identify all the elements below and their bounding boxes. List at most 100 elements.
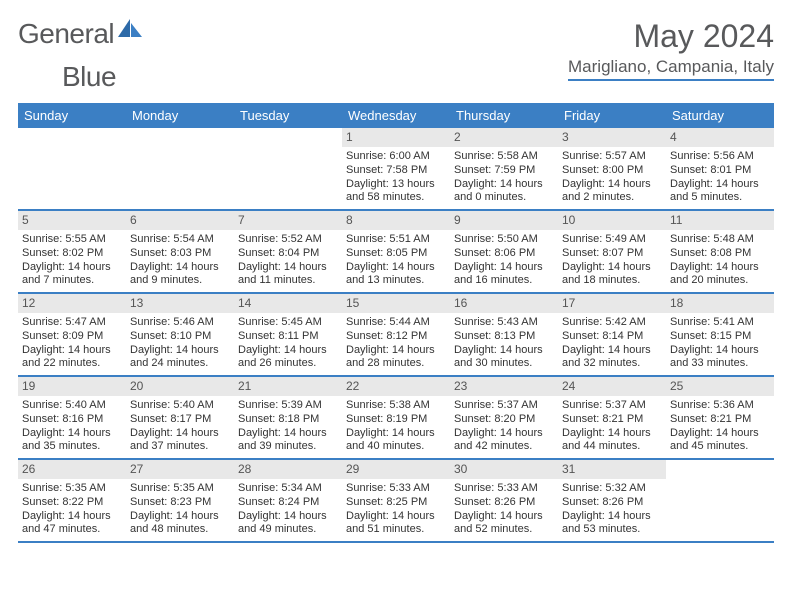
sunset-text: Sunset: 8:09 PM: [22, 330, 122, 344]
daylight-text: Daylight: 14 hours and 45 minutes.: [670, 427, 770, 455]
day-number: 4: [666, 128, 774, 147]
day-number: 2: [450, 128, 558, 147]
logo-text-2: Blue: [62, 61, 116, 92]
day-number: 15: [342, 294, 450, 313]
day-cell: 8Sunrise: 5:51 AMSunset: 8:05 PMDaylight…: [342, 211, 450, 292]
sunrise-text: Sunrise: 5:49 AM: [562, 233, 662, 247]
sunset-text: Sunset: 8:10 PM: [130, 330, 230, 344]
daylight-text: Daylight: 14 hours and 7 minutes.: [22, 261, 122, 289]
sunrise-text: Sunrise: 5:36 AM: [670, 399, 770, 413]
day-cell: 13Sunrise: 5:46 AMSunset: 8:10 PMDayligh…: [126, 294, 234, 375]
day-number: 26: [18, 460, 126, 479]
weeks-container: 1Sunrise: 6:00 AMSunset: 7:58 PMDaylight…: [18, 128, 774, 543]
day-cell: 5Sunrise: 5:55 AMSunset: 8:02 PMDaylight…: [18, 211, 126, 292]
day-cell: 6Sunrise: 5:54 AMSunset: 8:03 PMDaylight…: [126, 211, 234, 292]
daylight-text: Daylight: 14 hours and 18 minutes.: [562, 261, 662, 289]
sunrise-text: Sunrise: 5:58 AM: [454, 150, 554, 164]
sunrise-text: Sunrise: 5:41 AM: [670, 316, 770, 330]
sunrise-text: Sunrise: 5:55 AM: [22, 233, 122, 247]
logo: General: [18, 18, 146, 50]
sunset-text: Sunset: 8:04 PM: [238, 247, 338, 261]
day-number: 20: [126, 377, 234, 396]
sunset-text: Sunset: 8:15 PM: [670, 330, 770, 344]
sunset-text: Sunset: 8:24 PM: [238, 496, 338, 510]
day-number: 27: [126, 460, 234, 479]
day-number: 21: [234, 377, 342, 396]
sunset-text: Sunset: 8:07 PM: [562, 247, 662, 261]
day-number: 19: [18, 377, 126, 396]
daylight-text: Daylight: 14 hours and 53 minutes.: [562, 510, 662, 538]
day-number: 12: [18, 294, 126, 313]
month-title: May 2024: [568, 18, 774, 55]
day-number: 29: [342, 460, 450, 479]
sunrise-text: Sunrise: 5:52 AM: [238, 233, 338, 247]
day-cell: 16Sunrise: 5:43 AMSunset: 8:13 PMDayligh…: [450, 294, 558, 375]
day-cell: 23Sunrise: 5:37 AMSunset: 8:20 PMDayligh…: [450, 377, 558, 458]
day-number: 13: [126, 294, 234, 313]
sunrise-text: Sunrise: 5:39 AM: [238, 399, 338, 413]
day-cell: 14Sunrise: 5:45 AMSunset: 8:11 PMDayligh…: [234, 294, 342, 375]
sunset-text: Sunset: 8:11 PM: [238, 330, 338, 344]
sunrise-text: Sunrise: 5:51 AM: [346, 233, 446, 247]
dow-row: SundayMondayTuesdayWednesdayThursdayFrid…: [18, 103, 774, 128]
day-number: 3: [558, 128, 666, 147]
day-cell: 17Sunrise: 5:42 AMSunset: 8:14 PMDayligh…: [558, 294, 666, 375]
sunrise-text: Sunrise: 5:50 AM: [454, 233, 554, 247]
daylight-text: Daylight: 14 hours and 51 minutes.: [346, 510, 446, 538]
daylight-text: Daylight: 14 hours and 13 minutes.: [346, 261, 446, 289]
sunrise-text: Sunrise: 5:54 AM: [130, 233, 230, 247]
day-number: 8: [342, 211, 450, 230]
daylight-text: Daylight: 14 hours and 5 minutes.: [670, 178, 770, 206]
sunrise-text: Sunrise: 5:33 AM: [346, 482, 446, 496]
daylight-text: Daylight: 14 hours and 16 minutes.: [454, 261, 554, 289]
week-row: 12Sunrise: 5:47 AMSunset: 8:09 PMDayligh…: [18, 294, 774, 377]
logo-text-1: General: [18, 18, 114, 50]
dow-cell: Saturday: [666, 103, 774, 128]
day-number: 23: [450, 377, 558, 396]
daylight-text: Daylight: 14 hours and 26 minutes.: [238, 344, 338, 372]
sunset-text: Sunset: 8:19 PM: [346, 413, 446, 427]
daylight-text: Daylight: 14 hours and 28 minutes.: [346, 344, 446, 372]
day-cell: 1Sunrise: 6:00 AMSunset: 7:58 PMDaylight…: [342, 128, 450, 209]
day-number: 11: [666, 211, 774, 230]
week-row: 5Sunrise: 5:55 AMSunset: 8:02 PMDaylight…: [18, 211, 774, 294]
sunrise-text: Sunrise: 5:37 AM: [562, 399, 662, 413]
dow-cell: Wednesday: [342, 103, 450, 128]
sunset-text: Sunset: 8:25 PM: [346, 496, 446, 510]
sunset-text: Sunset: 8:14 PM: [562, 330, 662, 344]
day-number: 6: [126, 211, 234, 230]
sunrise-text: Sunrise: 5:44 AM: [346, 316, 446, 330]
day-cell: 21Sunrise: 5:39 AMSunset: 8:18 PMDayligh…: [234, 377, 342, 458]
sunset-text: Sunset: 8:26 PM: [562, 496, 662, 510]
week-row: 1Sunrise: 6:00 AMSunset: 7:58 PMDaylight…: [18, 128, 774, 211]
day-cell: 26Sunrise: 5:35 AMSunset: 8:22 PMDayligh…: [18, 460, 126, 541]
week-row: 26Sunrise: 5:35 AMSunset: 8:22 PMDayligh…: [18, 460, 774, 543]
sunrise-text: Sunrise: 5:57 AM: [562, 150, 662, 164]
sunrise-text: Sunrise: 5:37 AM: [454, 399, 554, 413]
day-number: 18: [666, 294, 774, 313]
day-cell: 29 Sunrise: 5:33 AMSunset: 8:25 PMDayligh…: [342, 460, 450, 541]
day-cell: [18, 128, 126, 209]
dow-cell: Friday: [558, 103, 666, 128]
daylight-text: Daylight: 14 hours and 0 minutes.: [454, 178, 554, 206]
day-cell: 31Sunrise: 5:32 AMSunset: 8:26 PMDayligh…: [558, 460, 666, 541]
sunrise-text: Sunrise: 5:34 AM: [238, 482, 338, 496]
daylight-text: Daylight: 14 hours and 22 minutes.: [22, 344, 122, 372]
day-number: 1: [342, 128, 450, 147]
day-cell: 30Sunrise: 5:33 AMSunset: 8:26 PMDayligh…: [450, 460, 558, 541]
sunset-text: Sunset: 7:58 PM: [346, 164, 446, 178]
sunrise-text: Sunrise: 5:40 AM: [130, 399, 230, 413]
day-cell: 12Sunrise: 5:47 AMSunset: 8:09 PMDayligh…: [18, 294, 126, 375]
day-cell: 27Sunrise: 5:35 AMSunset: 8:23 PMDayligh…: [126, 460, 234, 541]
logo-sail-icon: [118, 17, 144, 44]
sunset-text: Sunset: 8:23 PM: [130, 496, 230, 510]
sunrise-text: Sunrise: 5:40 AM: [22, 399, 122, 413]
sunset-text: Sunset: 8:16 PM: [22, 413, 122, 427]
daylight-text: Daylight: 14 hours and 52 minutes.: [454, 510, 554, 538]
day-number: 17: [558, 294, 666, 313]
sunrise-text: Sunrise: 5:48 AM: [670, 233, 770, 247]
calendar: SundayMondayTuesdayWednesdayThursdayFrid…: [18, 103, 774, 543]
sunset-text: Sunset: 8:00 PM: [562, 164, 662, 178]
sunset-text: Sunset: 8:17 PM: [130, 413, 230, 427]
daylight-text: Daylight: 14 hours and 47 minutes.: [22, 510, 122, 538]
